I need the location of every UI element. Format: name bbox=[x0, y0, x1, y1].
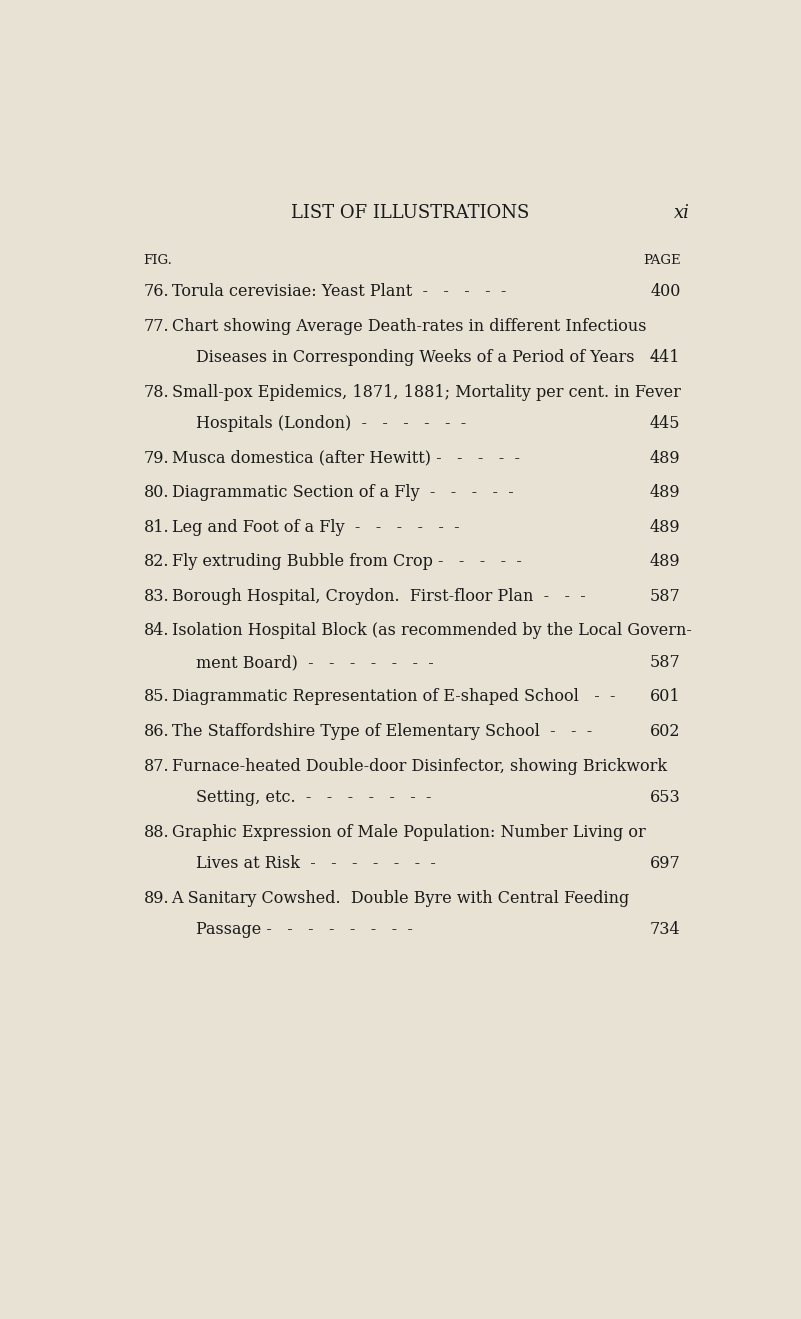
Text: 87.: 87. bbox=[143, 757, 169, 774]
Text: Diseases in Corresponding Weeks of a Period of Years   -: Diseases in Corresponding Weeks of a Per… bbox=[196, 350, 656, 367]
Text: Diagrammatic Representation of E-shaped School   -  -: Diagrammatic Representation of E-shaped … bbox=[171, 689, 615, 706]
Text: ment Board)  -   -   -   -   -   -  -: ment Board) - - - - - - - bbox=[196, 654, 434, 671]
Text: Isolation Hospital Block (as recommended by the Local Govern-: Isolation Hospital Block (as recommended… bbox=[171, 623, 691, 640]
Text: 82.: 82. bbox=[143, 554, 169, 570]
Text: Torula cerevisiae: Yeast Plant  -   -   -   -  -: Torula cerevisiae: Yeast Plant - - - - - bbox=[171, 284, 506, 301]
Text: 85.: 85. bbox=[143, 689, 169, 706]
Text: 88.: 88. bbox=[143, 823, 169, 840]
Text: 86.: 86. bbox=[143, 723, 169, 740]
Text: 445: 445 bbox=[650, 415, 681, 433]
Text: Small-pox Epidemics, 1871, 1881; Mortality per cent. in Fever: Small-pox Epidemics, 1871, 1881; Mortali… bbox=[171, 384, 680, 401]
Text: 76.: 76. bbox=[143, 284, 169, 301]
Text: A Sanitary Cowshed.  Double Byre with Central Feeding: A Sanitary Cowshed. Double Byre with Cen… bbox=[171, 889, 630, 906]
Text: 653: 653 bbox=[650, 789, 681, 806]
Text: The Staffordshire Type of Elementary School  -   -  -: The Staffordshire Type of Elementary Sch… bbox=[171, 723, 592, 740]
Text: 587: 587 bbox=[650, 654, 681, 671]
Text: Furnace-heated Double-door Disinfector, showing Brickwork: Furnace-heated Double-door Disinfector, … bbox=[171, 757, 666, 774]
Text: 489: 489 bbox=[650, 484, 681, 501]
Text: Borough Hospital, Croydon.  First-floor Plan  -   -  -: Borough Hospital, Croydon. First-floor P… bbox=[171, 588, 586, 605]
Text: 489: 489 bbox=[650, 554, 681, 570]
Text: 734: 734 bbox=[650, 921, 681, 938]
Text: 77.: 77. bbox=[143, 318, 169, 335]
Text: 78.: 78. bbox=[143, 384, 169, 401]
Text: 489: 489 bbox=[650, 518, 681, 536]
Text: 400: 400 bbox=[650, 284, 681, 301]
Text: 79.: 79. bbox=[143, 450, 169, 467]
Text: 441: 441 bbox=[650, 350, 681, 367]
Text: LIST OF ILLUSTRATIONS: LIST OF ILLUSTRATIONS bbox=[292, 204, 529, 222]
Text: 81.: 81. bbox=[143, 518, 169, 536]
Text: 587: 587 bbox=[650, 588, 681, 605]
Text: 602: 602 bbox=[650, 723, 681, 740]
Text: Graphic Expression of Male Population: Number Living or: Graphic Expression of Male Population: N… bbox=[171, 823, 646, 840]
Text: 80.: 80. bbox=[143, 484, 169, 501]
Text: 84.: 84. bbox=[143, 623, 169, 640]
Text: Hospitals (London)  -   -   -   -   -  -: Hospitals (London) - - - - - - bbox=[196, 415, 467, 433]
Text: Lives at Risk  -   -   -   -   -   -  -: Lives at Risk - - - - - - - bbox=[196, 855, 437, 872]
Text: Leg and Foot of a Fly  -   -   -   -   -  -: Leg and Foot of a Fly - - - - - - bbox=[171, 518, 459, 536]
Text: Setting, etc.  -   -   -   -   -   -  -: Setting, etc. - - - - - - - bbox=[196, 789, 432, 806]
Text: Musca domestica (after Hewitt) -   -   -   -  -: Musca domestica (after Hewitt) - - - - - bbox=[171, 450, 520, 467]
Text: xi: xi bbox=[674, 204, 690, 222]
Text: 489: 489 bbox=[650, 450, 681, 467]
Text: FIG.: FIG. bbox=[143, 253, 172, 266]
Text: Fly extruding Bubble from Crop -   -   -   -  -: Fly extruding Bubble from Crop - - - - - bbox=[171, 554, 521, 570]
Text: Chart showing Average Death-rates in different Infectious: Chart showing Average Death-rates in dif… bbox=[171, 318, 646, 335]
Text: Passage -   -   -   -   -   -   -  -: Passage - - - - - - - - bbox=[196, 921, 413, 938]
Text: 83.: 83. bbox=[143, 588, 169, 605]
Text: PAGE: PAGE bbox=[643, 253, 681, 266]
Text: 697: 697 bbox=[650, 855, 681, 872]
Text: 601: 601 bbox=[650, 689, 681, 706]
Text: 89.: 89. bbox=[143, 889, 169, 906]
Text: Diagrammatic Section of a Fly  -   -   -   -  -: Diagrammatic Section of a Fly - - - - - bbox=[171, 484, 513, 501]
